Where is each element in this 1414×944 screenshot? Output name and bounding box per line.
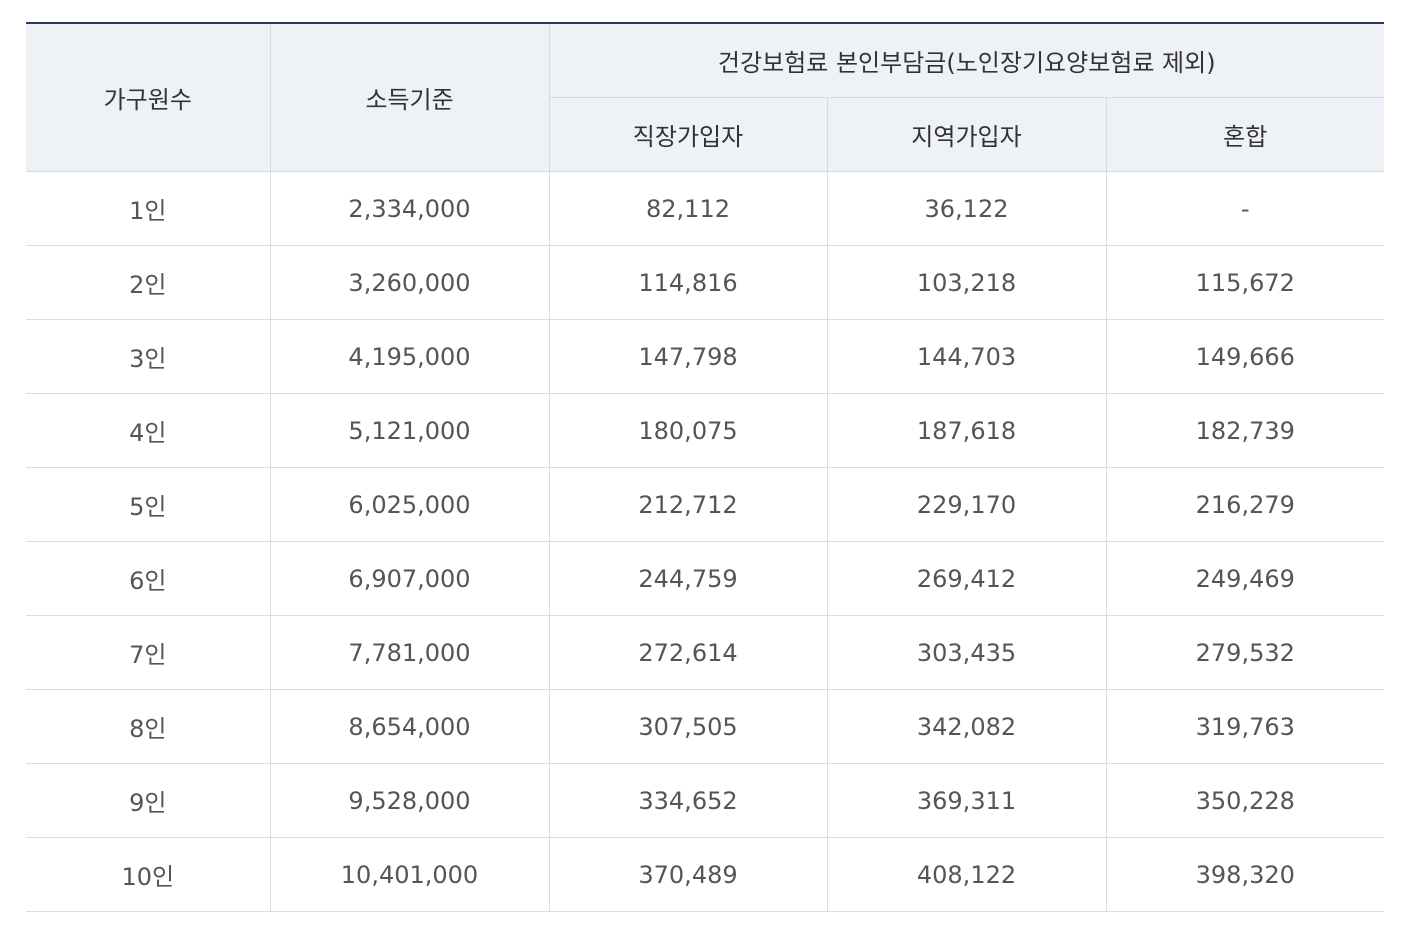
- cell-household: 9인: [26, 763, 270, 838]
- header-row-top: 가구원수 소득기준 건강보험료 본인부담금(노인장기요양보험료 제외): [26, 22, 1385, 172]
- table-row: 3인 4,195,000 147,798 144,703 149,666: [26, 319, 1385, 394]
- cell-employee: 114,816: [548, 245, 827, 320]
- cell-regional: 103,218: [826, 245, 1106, 320]
- cell-income: 10,401,000: [269, 837, 549, 912]
- table-row: 4인 5,121,000 180,075 187,618 182,739: [26, 393, 1385, 468]
- cell-regional: 229,170: [826, 467, 1106, 542]
- table-body: 1인 2,334,000 82,112 36,122 - 2인 3,260,00…: [26, 171, 1385, 912]
- table-row: 9인 9,528,000 334,652 369,311 350,228: [26, 763, 1385, 838]
- cell-household: 1인: [26, 171, 270, 246]
- cell-income: 3,260,000: [269, 245, 549, 320]
- cell-household: 4인: [26, 393, 270, 468]
- cell-employee: 272,614: [548, 615, 827, 690]
- cell-mixed: 149,666: [1105, 319, 1385, 394]
- cell-regional: 36,122: [826, 171, 1106, 246]
- cell-regional: 144,703: [826, 319, 1106, 394]
- cell-regional: 187,618: [826, 393, 1106, 468]
- cell-mixed: 115,672: [1105, 245, 1385, 320]
- cell-income: 6,907,000: [269, 541, 549, 616]
- table-row: 7인 7,781,000 272,614 303,435 279,532: [26, 615, 1385, 690]
- cell-income: 4,195,000: [269, 319, 549, 394]
- cell-household: 10인: [26, 837, 270, 912]
- cell-mixed: 216,279: [1105, 467, 1385, 542]
- cell-mixed: 249,469: [1105, 541, 1385, 616]
- header-row-sub: 직장가입자 지역가입자 혼합: [26, 97, 1385, 172]
- cell-income: 7,781,000: [269, 615, 549, 690]
- cell-mixed: 319,763: [1105, 689, 1385, 764]
- cell-income: 2,334,000: [269, 171, 549, 246]
- cell-income: 8,654,000: [269, 689, 549, 764]
- cell-income: 5,121,000: [269, 393, 549, 468]
- header-mixed: 혼합: [1105, 97, 1385, 172]
- cell-regional: 342,082: [826, 689, 1106, 764]
- cell-employee: 307,505: [548, 689, 827, 764]
- income-premium-table: 가구원수 소득기준 건강보험료 본인부담금(노인장기요양보험료 제외) 직장가입…: [26, 22, 1385, 912]
- cell-employee: 212,712: [548, 467, 827, 542]
- cell-regional: 269,412: [826, 541, 1106, 616]
- cell-income: 6,025,000: [269, 467, 549, 542]
- cell-regional: 408,122: [826, 837, 1106, 912]
- cell-employee: 370,489: [548, 837, 827, 912]
- cell-mixed: 398,320: [1105, 837, 1385, 912]
- header-employee: 직장가입자: [548, 97, 827, 172]
- table-row: 10인 10,401,000 370,489 408,122 398,320: [26, 837, 1385, 912]
- cell-mixed: 182,739: [1105, 393, 1385, 468]
- table-row: 6인 6,907,000 244,759 269,412 249,469: [26, 541, 1385, 616]
- cell-employee: 147,798: [548, 319, 827, 394]
- table-row: 8인 8,654,000 307,505 342,082 319,763: [26, 689, 1385, 764]
- cell-mixed: 279,532: [1105, 615, 1385, 690]
- cell-household: 5인: [26, 467, 270, 542]
- table-row: 5인 6,025,000 212,712 229,170 216,279: [26, 467, 1385, 542]
- cell-household: 6인: [26, 541, 270, 616]
- cell-employee: 244,759: [548, 541, 827, 616]
- cell-mixed: -: [1105, 171, 1385, 246]
- cell-regional: 369,311: [826, 763, 1106, 838]
- cell-employee: 82,112: [548, 171, 827, 246]
- cell-employee: 180,075: [548, 393, 827, 468]
- header-income: 소득기준: [269, 22, 549, 172]
- cell-employee: 334,652: [548, 763, 827, 838]
- income-premium-table-wrapper: 가구원수 소득기준 건강보험료 본인부담금(노인장기요양보험료 제외) 직장가입…: [26, 22, 1385, 912]
- cell-household: 2인: [26, 245, 270, 320]
- header-premium-group: 건강보험료 본인부담금(노인장기요양보험료 제외): [548, 22, 1385, 98]
- table-row: 2인 3,260,000 114,816 103,218 115,672: [26, 245, 1385, 320]
- header-household: 가구원수: [26, 22, 270, 172]
- cell-household: 3인: [26, 319, 270, 394]
- cell-income: 9,528,000: [269, 763, 549, 838]
- cell-household: 8인: [26, 689, 270, 764]
- header-regional: 지역가입자: [826, 97, 1106, 172]
- table-row: 1인 2,334,000 82,112 36,122 -: [26, 171, 1385, 246]
- cell-household: 7인: [26, 615, 270, 690]
- cell-mixed: 350,228: [1105, 763, 1385, 838]
- table-header: 가구원수 소득기준 건강보험료 본인부담금(노인장기요양보험료 제외) 직장가입…: [26, 22, 1385, 172]
- cell-regional: 303,435: [826, 615, 1106, 690]
